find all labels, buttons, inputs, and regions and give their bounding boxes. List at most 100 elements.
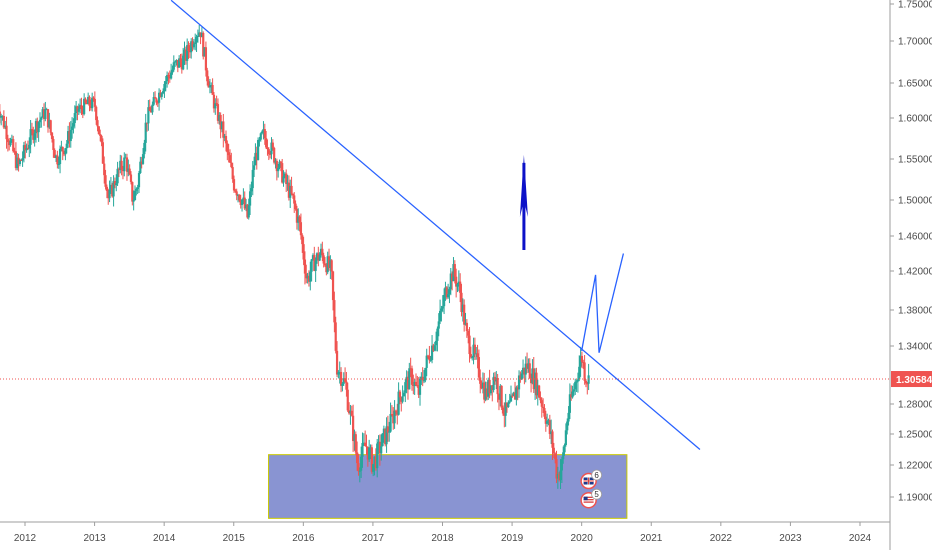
candle [214, 98, 217, 115]
candle [133, 185, 137, 201]
up-arrow-icon [519, 154, 528, 250]
candle [405, 370, 408, 394]
candle [89, 99, 92, 111]
candle [1, 115, 4, 121]
candle [247, 198, 250, 220]
candle [191, 37, 194, 52]
candle [535, 367, 538, 399]
candle [199, 32, 202, 45]
candle [443, 288, 446, 315]
candle [75, 100, 78, 121]
candle [521, 359, 525, 379]
candle [84, 97, 87, 105]
candle [500, 385, 503, 411]
y-tick-label: 1.70000 [898, 37, 932, 48]
candle [175, 59, 178, 66]
candle [255, 146, 258, 170]
candle [147, 100, 150, 131]
candle [200, 27, 204, 38]
candle [441, 295, 444, 313]
candle [9, 137, 12, 147]
x-axis[interactable]: 2012 2013 2014 2015 2016 2017 2018 2019 2020 2021… [14, 522, 872, 544]
candle [416, 375, 419, 388]
candle [210, 82, 213, 93]
candle [34, 118, 38, 143]
candle [360, 446, 363, 479]
candle [182, 47, 185, 71]
candle [345, 371, 348, 397]
candle [208, 78, 212, 94]
candle [434, 331, 438, 352]
candle [76, 105, 79, 121]
candle [418, 376, 422, 406]
candles [0, 24, 590, 490]
candle [121, 165, 125, 180]
candle [12, 135, 15, 153]
candle [551, 429, 554, 461]
candle [513, 381, 517, 400]
candle [374, 448, 377, 471]
candle [402, 390, 406, 397]
x-tick-label: 2019 [501, 533, 524, 544]
candle [274, 158, 277, 169]
candle [339, 367, 343, 393]
candle [397, 382, 400, 416]
candle [463, 299, 466, 332]
candle [365, 434, 368, 456]
candle [527, 358, 530, 373]
candle [183, 41, 186, 65]
candle [341, 382, 344, 392]
candle [347, 402, 351, 415]
candle [151, 101, 154, 115]
candle [496, 373, 499, 403]
candle [323, 257, 327, 267]
candle [489, 385, 493, 396]
event-markers[interactable]: 65 [580, 469, 603, 509]
candle [246, 203, 249, 219]
us-flag-icon[interactable]: 5 [580, 488, 603, 509]
plot-area[interactable] [0, 0, 890, 522]
candle [267, 147, 270, 161]
candle [552, 442, 555, 458]
candle [302, 236, 305, 266]
candle [107, 188, 110, 205]
candle [406, 371, 410, 400]
candle [72, 118, 75, 134]
candle [252, 156, 256, 178]
candle [559, 459, 562, 490]
candle [141, 148, 145, 165]
x-tick-label: 2014 [153, 533, 176, 544]
candle [206, 67, 209, 86]
candle [409, 357, 412, 378]
candle [187, 41, 190, 59]
candle [329, 255, 332, 279]
candle [543, 404, 546, 419]
candle [132, 190, 135, 211]
candle [184, 46, 187, 65]
candle [582, 359, 585, 369]
candle [546, 413, 549, 427]
candle [135, 187, 138, 196]
candle [473, 337, 476, 361]
candle [538, 384, 541, 399]
y-tick-label: 1.50000 [898, 196, 932, 207]
candle [77, 103, 80, 116]
candle [157, 88, 161, 111]
candle [40, 116, 43, 128]
candle [64, 147, 67, 161]
candle [164, 75, 167, 92]
y-axis[interactable]: 1.75000 1.70000 1.65000 1.60000 1.55000 1.500… [890, 0, 932, 504]
candle [315, 252, 319, 264]
candle [382, 425, 385, 443]
y-tick-label: 1.65000 [898, 79, 932, 90]
candle [140, 156, 143, 169]
gb-flag-icon[interactable]: 6 [580, 469, 603, 490]
candle [168, 70, 171, 83]
candle [325, 263, 328, 276]
candle [112, 175, 115, 207]
candle [421, 367, 424, 387]
candle [586, 381, 589, 395]
candle [438, 299, 442, 325]
